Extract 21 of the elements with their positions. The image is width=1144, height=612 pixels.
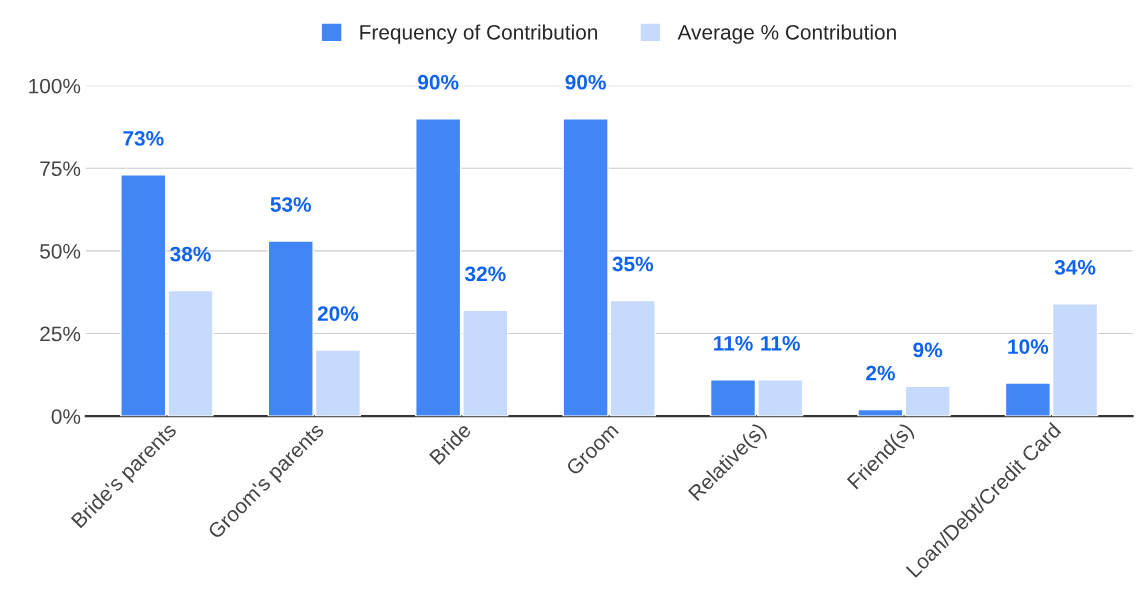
data-label: 9% [913, 342, 943, 358]
legend-label: Frequency of Contribution [360, 24, 598, 44]
data-label: 20% [317, 306, 359, 321]
data-label: 90% [565, 74, 606, 90]
y-tick-label: 100% [29, 78, 81, 94]
y-tick-label: 25% [40, 326, 81, 342]
data-label: 34% [1054, 259, 1096, 275]
data-label: 11% [761, 335, 800, 351]
data-label: 90% [418, 74, 459, 90]
data-label: 38% [170, 246, 211, 262]
y-tick-label: 0% [51, 409, 81, 424]
data-label: 53% [270, 197, 312, 212]
data-label: 11% [714, 335, 753, 351]
data-label: 2% [866, 365, 895, 381]
data-label: 35% [612, 256, 654, 272]
y-tick-label: 75% [40, 161, 81, 177]
data-label: 10% [1008, 339, 1049, 354]
y-tick-label: 50% [40, 243, 81, 259]
data-label: 73% [123, 131, 164, 146]
legend-label: Average % Contribution [677, 24, 896, 44]
data-label: 32% [464, 266, 506, 282]
